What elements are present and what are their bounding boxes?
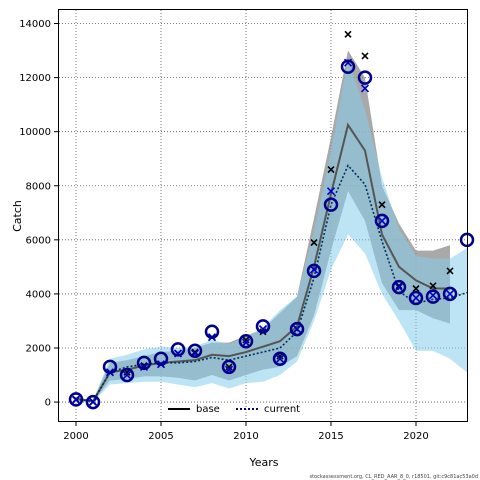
current-observed-circle — [408, 290, 424, 306]
current-observed-x-marker — [88, 397, 98, 406]
base-observed-marker-stroke — [395, 282, 403, 290]
legend: base current — [168, 404, 300, 415]
current-observed-circle — [272, 351, 288, 367]
base-observed-marker-stroke — [191, 348, 199, 356]
current-observed-x-marker — [360, 84, 370, 93]
x-tick-label: 2005 — [148, 431, 173, 442]
current-observed-circle — [255, 319, 271, 334]
current-observed-circle — [357, 70, 373, 85]
current-observed-circle — [119, 367, 135, 383]
legend-current-label: current — [264, 404, 300, 415]
plot-frame — [58, 9, 468, 422]
base-observed-marker-stroke — [310, 238, 318, 247]
current-observed-circle — [442, 286, 458, 302]
y-tick-label: 4000 — [26, 289, 51, 300]
y-tick-label: 8000 — [26, 181, 51, 192]
current-observed-circle — [323, 197, 339, 212]
current-observed-x-marker — [309, 265, 319, 274]
x-axis-title: Years — [248, 456, 278, 469]
current-observed-x-marker-stroke — [88, 397, 98, 406]
legend-base-label: base — [196, 404, 220, 415]
base-observed-marker-stroke — [361, 52, 369, 60]
current-observed-circle — [391, 279, 407, 295]
x-tick-label: 2015 — [318, 431, 343, 442]
base-observed-marker — [395, 282, 403, 290]
current-observed-circle — [425, 289, 441, 304]
y-axis-title: Catch — [11, 200, 24, 232]
current-observed-circle — [102, 359, 118, 375]
current-observed-x-marker-stroke — [71, 395, 81, 404]
current-observed-circle — [68, 392, 84, 407]
x-tick-label: 2020 — [403, 431, 428, 442]
x-tick-label: 2000 — [63, 431, 88, 442]
current-observed-circle — [136, 355, 152, 371]
base-observed-marker — [446, 267, 454, 275]
current-observed-circle — [85, 394, 101, 410]
current-observed-circle — [153, 351, 169, 367]
current-observed-x-marker — [445, 289, 455, 298]
base-observed-marker — [242, 336, 250, 344]
current-observed-circle — [187, 343, 203, 358]
base-observed-marker-stroke — [412, 284, 420, 293]
current-observed-x-marker — [71, 395, 81, 404]
y-tick-label: 0 — [45, 398, 51, 409]
current-observed-x-marker — [326, 187, 336, 196]
base-observed-marker — [327, 165, 335, 174]
current-observed-x-marker — [428, 291, 438, 300]
current-observed-circle — [204, 324, 220, 340]
current-observed-x-marker-stroke — [377, 216, 387, 225]
current-observed-x-marker-stroke — [122, 370, 132, 380]
base-observed-marker — [191, 348, 199, 356]
base-observed-marker-stroke — [446, 267, 454, 275]
y-tick-label: 12000 — [19, 73, 51, 84]
base-observed-marker — [378, 201, 386, 209]
current-observed-x-marker-stroke — [360, 84, 370, 93]
base-observed-marker — [225, 363, 233, 371]
axes: 2000 2005 2010 2015 2020 0 2000 4000 6000 8000 100… — [19, 19, 429, 442]
current-observed-circle — [238, 333, 254, 349]
base-observed-marker-stroke — [225, 363, 233, 371]
current-observed-x-marker — [241, 338, 251, 347]
current-observed-x-marker — [377, 216, 387, 225]
x-tick-label: 2010 — [233, 431, 258, 442]
current-observed-x-marker-stroke — [309, 265, 319, 274]
base-observed-marker-stroke — [327, 165, 335, 174]
base-observed-marker-stroke — [429, 282, 437, 290]
base-observed-marker — [429, 282, 437, 290]
current-observed-circle — [340, 59, 356, 75]
current-observed-circle — [374, 213, 390, 229]
base-observed-marker-stroke — [378, 201, 386, 209]
current-observed-x-marker-stroke — [241, 338, 251, 347]
footer-source-text: stockassessment.org, CL_RED_AAR_8_0, r18… — [309, 474, 478, 480]
current-observed-x-marker-stroke — [445, 289, 455, 298]
current-observed-circle — [221, 359, 237, 375]
y-tick-label: 2000 — [26, 343, 51, 354]
base-observed-marker — [344, 30, 352, 38]
current-observed-x-marker-stroke — [326, 187, 336, 196]
current-observed-x-marker-stroke — [275, 354, 285, 363]
current-observed-x-marker — [292, 325, 302, 334]
base-observed-marker — [361, 52, 369, 60]
current-confidence-band — [76, 58, 467, 403]
current-observed-x-marker — [275, 354, 285, 363]
current-observed-x-marker — [411, 293, 421, 303]
current-observed-x-marker — [122, 370, 132, 380]
current-observed-x-marker-stroke — [428, 291, 438, 300]
current-observed-circle — [170, 342, 186, 357]
current-observed-x-marker-stroke — [292, 325, 302, 334]
y-tick-label: 14000 — [19, 19, 51, 30]
current-observed-x-marker-stroke — [411, 293, 421, 303]
current-observed-x-marker-stroke — [394, 283, 404, 292]
base-observed-marker — [310, 238, 318, 247]
current-observed-circle — [289, 321, 305, 337]
observation-markers — [68, 30, 475, 410]
base-observed-marker — [412, 284, 420, 293]
current-observed-circle — [306, 263, 322, 279]
y-tick-label: 10000 — [19, 127, 51, 138]
y-tick-label: 6000 — [26, 235, 51, 246]
base-observed-marker-stroke — [344, 30, 352, 38]
current-observed-x-marker — [394, 283, 404, 292]
base-observed-marker-stroke — [242, 336, 250, 344]
